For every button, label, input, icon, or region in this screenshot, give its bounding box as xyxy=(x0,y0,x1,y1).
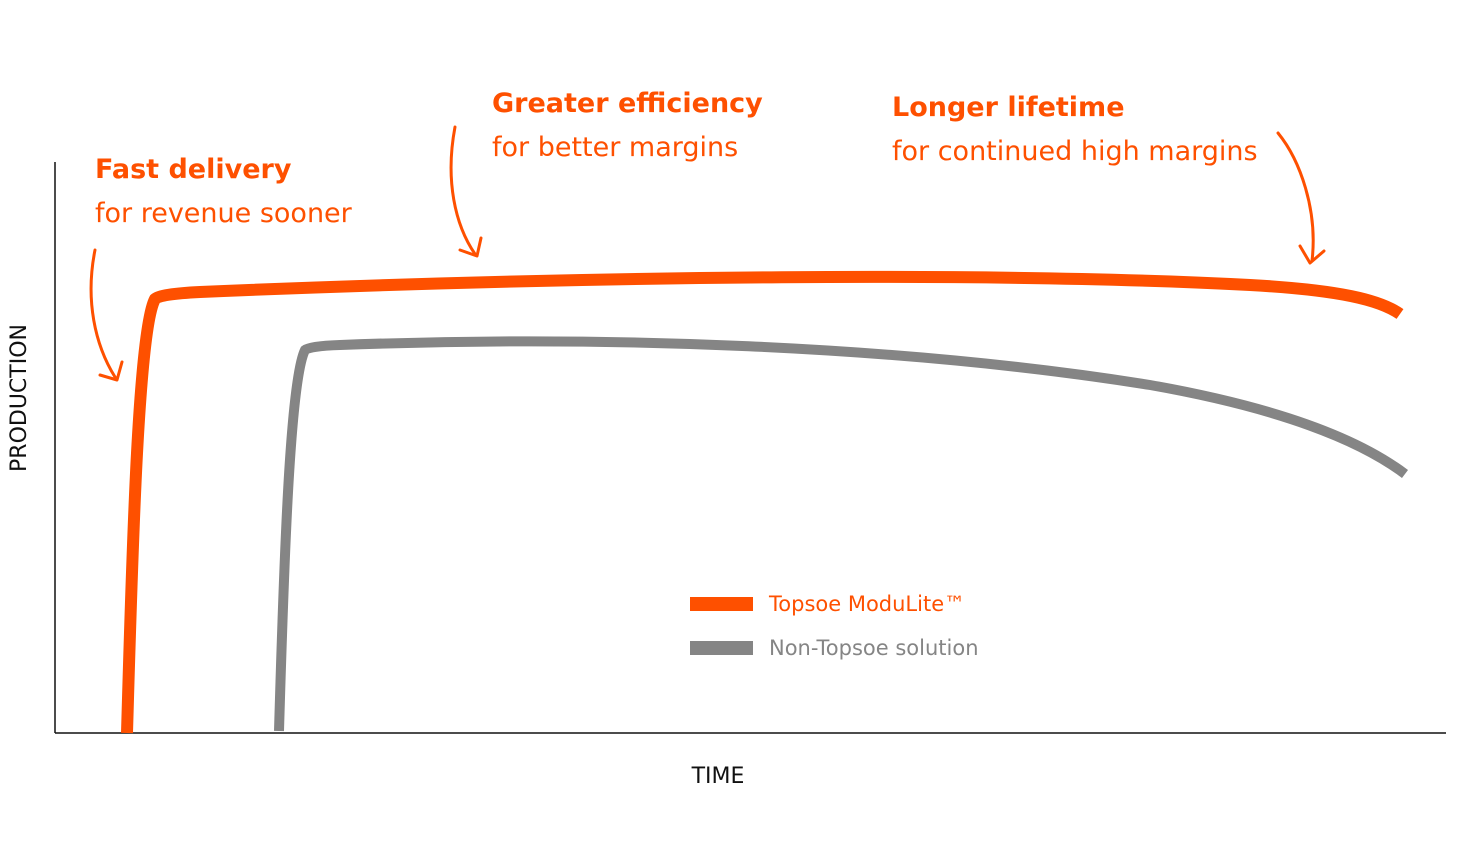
annotation-title: Greater efficiency xyxy=(492,88,763,119)
arrow xyxy=(449,125,477,256)
legend-swatch xyxy=(690,641,753,655)
arrow-head xyxy=(458,236,483,258)
legend-label: Topsoe ModuLite™ xyxy=(768,592,965,616)
legend-label: Non-Topsoe solution xyxy=(769,636,979,660)
curve xyxy=(274,336,1409,732)
arrow xyxy=(1276,131,1315,263)
arrow xyxy=(89,248,117,379)
arrows xyxy=(89,125,1326,382)
arrow-head xyxy=(98,360,124,382)
curve xyxy=(121,270,1404,734)
annotation-title: Fast delivery xyxy=(95,154,292,185)
annotation-title: Longer lifetime xyxy=(892,92,1125,123)
arrow-head xyxy=(1298,244,1326,265)
legend-swatch xyxy=(690,597,753,611)
annotation-subtitle: for better margins xyxy=(492,132,738,163)
y-axis-label: PRODUCTION xyxy=(7,324,32,472)
annotation-subtitle: for continued high margins xyxy=(892,136,1258,167)
annotation-subtitle: for revenue sooner xyxy=(95,198,353,229)
x-axis-label: TIME xyxy=(691,764,745,789)
